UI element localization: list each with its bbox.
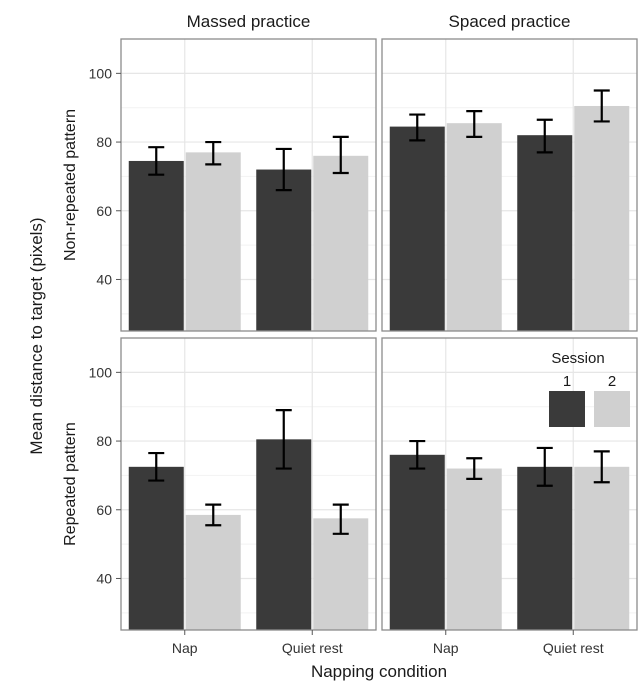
bar-quiet-rest-session-1 bbox=[517, 135, 573, 331]
bar-nap-session-1 bbox=[389, 126, 445, 331]
bar-nap-session-1 bbox=[389, 454, 445, 630]
y-tick-label: 80 bbox=[96, 134, 112, 150]
bar-quiet-rest-session-1 bbox=[256, 439, 312, 630]
error-bar bbox=[205, 503, 222, 527]
legend-swatch-2 bbox=[594, 391, 630, 427]
x-tick-label: Quiet rest bbox=[543, 640, 604, 656]
error-bar bbox=[593, 89, 610, 123]
error-bar bbox=[275, 409, 292, 470]
panel-border bbox=[120, 38, 377, 332]
legend: Session 1 2 bbox=[549, 350, 630, 427]
bar-nap-session-1 bbox=[128, 160, 184, 331]
x-tick-label: Quiet rest bbox=[282, 640, 343, 656]
y-tick-label: 100 bbox=[89, 364, 113, 380]
column-title-1: Spaced practice bbox=[449, 12, 571, 31]
panel-border bbox=[120, 337, 377, 631]
row-title-1: Repeated pattern bbox=[62, 422, 79, 546]
legend-swatch-1 bbox=[549, 391, 585, 427]
bar-quiet-rest-session-1 bbox=[256, 169, 312, 331]
error-bar bbox=[332, 503, 349, 535]
y-tick-label: 80 bbox=[96, 433, 112, 449]
legend-label-2: 2 bbox=[608, 373, 616, 390]
error-bar bbox=[466, 110, 483, 139]
error-bar bbox=[536, 446, 553, 487]
panel-3: Nap Quiet rest bbox=[381, 337, 638, 656]
panels-layer: 40 60 80 100 40 60 80 100 Nap Quiet rest Nap Quiet … bbox=[89, 38, 638, 656]
x-tick-label: Nap bbox=[433, 640, 459, 656]
bar-nap-session-2 bbox=[185, 152, 241, 331]
bar-quiet-rest-session-1 bbox=[517, 466, 573, 630]
error-bar bbox=[332, 135, 349, 175]
error-bar bbox=[593, 450, 610, 484]
bar-quiet-rest-session-2 bbox=[313, 155, 369, 331]
panel-border bbox=[381, 38, 638, 332]
legend-label-1: 1 bbox=[563, 373, 571, 390]
error-bar bbox=[148, 451, 165, 482]
error-bar bbox=[205, 140, 222, 166]
error-bar bbox=[536, 118, 553, 154]
bar-nap-session-1 bbox=[128, 466, 184, 630]
error-bar bbox=[275, 147, 292, 192]
legend-title: Session bbox=[551, 350, 604, 367]
column-title-0: Massed practice bbox=[187, 12, 311, 31]
bar-quiet-rest-session-2 bbox=[313, 518, 369, 630]
y-axis-label: Mean distance to target (pixels) bbox=[27, 217, 46, 454]
y-tick-label: 40 bbox=[96, 570, 112, 586]
panel-border bbox=[381, 337, 638, 631]
bar-nap-session-2 bbox=[446, 123, 502, 331]
panel-2: 40 60 80 100 Nap Quiet rest bbox=[89, 337, 377, 656]
y-tick-label: 60 bbox=[96, 203, 112, 219]
bar-quiet-rest-session-2 bbox=[574, 105, 630, 331]
bar-nap-session-2 bbox=[185, 514, 241, 630]
y-tick-label: 60 bbox=[96, 502, 112, 518]
error-bar bbox=[466, 457, 483, 480]
panel-1 bbox=[381, 38, 638, 332]
row-title-0: Non-repeated pattern bbox=[62, 109, 79, 261]
error-bar bbox=[409, 113, 426, 142]
error-bar bbox=[409, 439, 426, 470]
y-tick-label: 40 bbox=[96, 271, 112, 287]
bar-nap-session-2 bbox=[446, 468, 502, 630]
panel-0: 40 60 80 100 bbox=[89, 38, 377, 332]
bar-quiet-rest-session-2 bbox=[574, 466, 630, 630]
x-tick-label: Nap bbox=[172, 640, 198, 656]
y-tick-label: 100 bbox=[89, 65, 113, 81]
error-bar bbox=[148, 146, 165, 176]
labels-layer: Massed practice Spaced practice Non-repeat… bbox=[27, 12, 570, 681]
x-axis-label: Napping condition bbox=[311, 662, 447, 681]
